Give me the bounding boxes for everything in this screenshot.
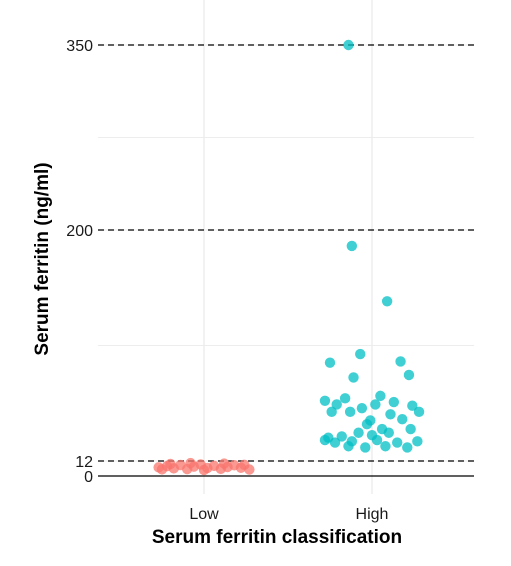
point-low-14 bbox=[165, 458, 176, 470]
point-high-18 bbox=[413, 406, 425, 418]
point-high-12 bbox=[319, 395, 331, 406]
point-high-4 bbox=[324, 357, 336, 368]
point-high-31 bbox=[392, 437, 403, 448]
point-high-5 bbox=[395, 356, 406, 367]
y-tick-label-350: 350 bbox=[66, 38, 93, 55]
point-high-15 bbox=[370, 399, 381, 410]
data-points bbox=[153, 39, 425, 476]
y-tick-label-12: 12 bbox=[75, 454, 93, 471]
x-axis-title: Serum ferritin classification bbox=[152, 527, 402, 548]
x-tick-label-high: High bbox=[356, 506, 389, 523]
point-high-35 bbox=[402, 442, 413, 453]
point-high-32 bbox=[329, 437, 341, 448]
point-low-19 bbox=[156, 464, 168, 475]
point-high-0 bbox=[343, 39, 354, 51]
point-high-37 bbox=[380, 441, 391, 452]
point-high-1 bbox=[346, 240, 358, 252]
point-high-17 bbox=[385, 409, 396, 420]
point-high-9 bbox=[375, 390, 386, 402]
point-high-3 bbox=[355, 348, 366, 360]
y-tick-label-200: 200 bbox=[66, 223, 93, 240]
point-high-2 bbox=[381, 296, 393, 307]
point-high-28 bbox=[405, 423, 416, 435]
plot-panel bbox=[98, 0, 474, 494]
point-high-19 bbox=[326, 406, 337, 418]
point-high-22 bbox=[361, 418, 373, 430]
point-high-20 bbox=[344, 406, 356, 418]
point-high-11 bbox=[388, 396, 400, 408]
point-low-17 bbox=[185, 457, 196, 469]
point-high-8 bbox=[339, 393, 351, 404]
point-high-26 bbox=[353, 427, 364, 438]
point-high-13 bbox=[407, 400, 418, 411]
x-tick-label-low: Low bbox=[189, 506, 219, 523]
point-high-21 bbox=[397, 414, 408, 425]
point-high-7 bbox=[403, 369, 415, 381]
y-tick-label-0: 0 bbox=[84, 469, 93, 486]
point-high-34 bbox=[360, 442, 371, 453]
point-high-27 bbox=[383, 427, 394, 438]
point-high-36 bbox=[343, 441, 354, 452]
point-high-39 bbox=[366, 429, 378, 441]
point-high-25 bbox=[336, 431, 347, 442]
point-high-38 bbox=[319, 434, 331, 446]
y-axis-title: Serum ferritin (ng/ml) bbox=[32, 162, 53, 355]
point-low-15 bbox=[198, 464, 210, 476]
y-axis-ticks: 012 200 350 Low High bbox=[66, 38, 388, 523]
point-low-16 bbox=[218, 458, 230, 469]
point-low-18 bbox=[239, 459, 250, 471]
point-high-10 bbox=[356, 402, 368, 414]
point-high-6 bbox=[348, 372, 359, 383]
point-high-33 bbox=[412, 436, 423, 447]
point-high-14 bbox=[331, 399, 342, 410]
